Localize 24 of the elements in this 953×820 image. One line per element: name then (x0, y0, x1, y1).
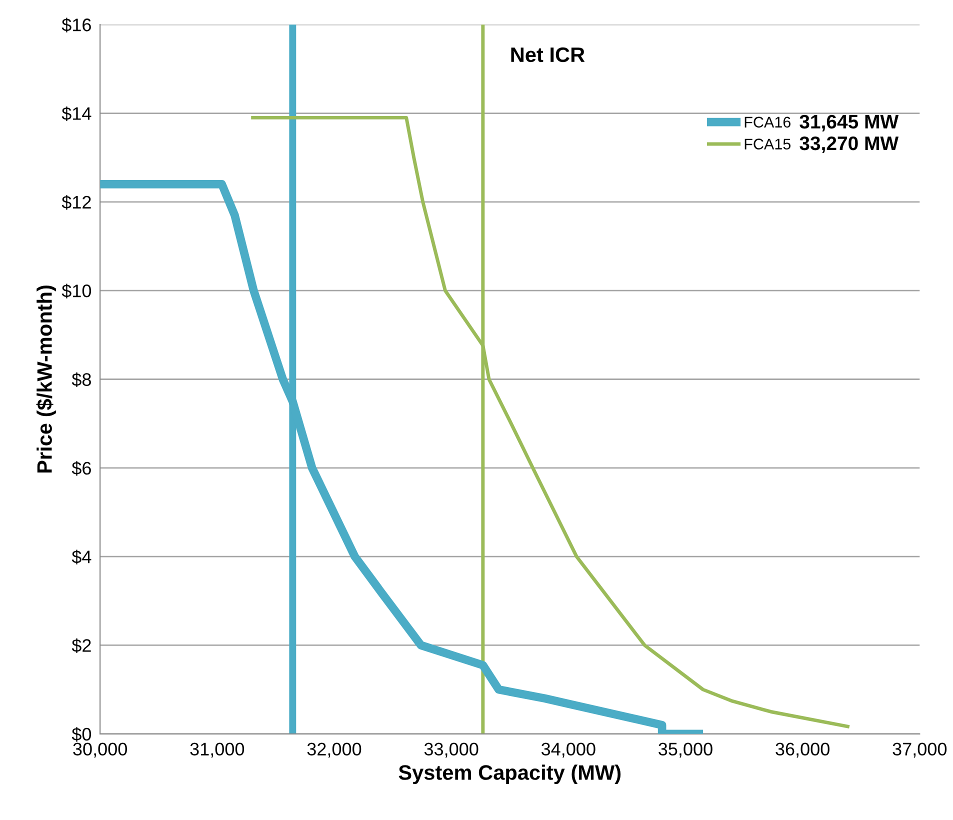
legend-label: FCA15 (744, 138, 791, 150)
x-tick-label: 35,000 (658, 742, 712, 758)
y-tick-label: $2 (72, 638, 91, 654)
y-tick-label: $14 (62, 106, 92, 122)
y-tick-label: $4 (72, 550, 92, 564)
x-tick-label: 30,000 (73, 742, 127, 758)
x-tick-label: 31,000 (190, 742, 244, 758)
y-axis-title: Price ($/kW-month) (36, 286, 56, 473)
x-tick-label: 36,000 (776, 742, 830, 758)
y-tick-label: $12 (62, 195, 91, 210)
annotation: Net ICR (511, 47, 585, 62)
legend-label: FCA16 (744, 116, 790, 128)
annotation: 31,645 MW (800, 114, 899, 132)
y-tick-label: $16 (62, 18, 91, 32)
x-tick-label: 37,000 (892, 742, 947, 758)
x-tick-label: 34,000 (541, 742, 596, 758)
y-tick-label: $0 (72, 727, 92, 742)
y-tick-label: $8 (72, 372, 91, 388)
y-tick-label: $6 (72, 461, 91, 476)
x-tick-label: 32,000 (307, 742, 362, 758)
annotation: 33,270 MW (800, 136, 899, 154)
y-tick-label: $10 (62, 284, 92, 298)
x-axis-title: System Capacity (MW) (398, 764, 621, 784)
x-tick-label: 33,000 (424, 742, 478, 758)
